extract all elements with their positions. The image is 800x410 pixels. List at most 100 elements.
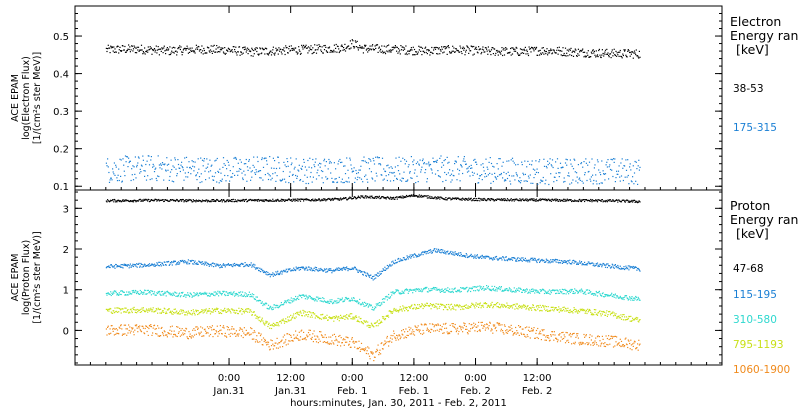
data-point <box>457 289 459 291</box>
data-point <box>289 171 291 173</box>
data-point <box>124 175 126 177</box>
data-point <box>516 173 518 176</box>
data-point <box>315 296 318 298</box>
data-point <box>142 292 144 294</box>
data-point <box>570 199 572 201</box>
data-point <box>258 170 260 172</box>
data-point <box>339 158 341 161</box>
data-point <box>410 257 412 259</box>
data-point <box>288 198 290 200</box>
data-point <box>635 54 637 56</box>
data-point <box>276 272 278 274</box>
data-point <box>571 200 573 202</box>
data-point <box>343 197 345 199</box>
data-point <box>142 159 144 161</box>
data-point <box>191 259 193 261</box>
data-point <box>193 50 196 52</box>
data-point <box>319 317 321 320</box>
data-point <box>527 160 529 162</box>
data-point <box>505 173 507 175</box>
data-point <box>465 198 467 201</box>
data-point <box>195 294 197 296</box>
data-point <box>457 50 459 52</box>
data-point <box>265 157 267 159</box>
data-point <box>579 179 581 181</box>
data-point <box>468 255 470 258</box>
data-point <box>497 259 499 261</box>
data-point <box>629 51 631 54</box>
data-point <box>126 50 128 52</box>
data-point <box>611 200 613 202</box>
data-point <box>378 196 380 198</box>
data-point <box>346 266 348 268</box>
data-point <box>535 171 538 173</box>
data-point <box>584 291 586 293</box>
data-point <box>115 51 117 53</box>
data-point <box>637 56 639 58</box>
data-point <box>175 295 177 297</box>
data-point <box>120 293 122 296</box>
data-point <box>284 300 286 302</box>
data-point <box>529 289 531 291</box>
data-point <box>259 47 261 49</box>
data-point <box>112 168 114 170</box>
data-point <box>304 269 306 271</box>
data-point <box>107 199 109 201</box>
data-point <box>318 175 320 177</box>
data-point <box>234 293 236 295</box>
data-point <box>462 172 464 175</box>
data-point <box>522 172 524 174</box>
data-point <box>534 257 536 259</box>
data-point <box>570 163 572 165</box>
data-point <box>275 180 277 182</box>
data-point <box>463 254 465 257</box>
data-point <box>182 259 184 262</box>
data-point <box>373 308 376 310</box>
data-point <box>529 199 531 201</box>
data-point <box>211 164 213 166</box>
data-point <box>176 173 178 175</box>
data-point <box>150 294 152 296</box>
data-point <box>295 316 297 318</box>
data-point <box>280 198 282 200</box>
data-point <box>595 264 597 266</box>
data-point <box>279 50 281 52</box>
data-point <box>259 300 262 302</box>
data-point <box>157 264 159 267</box>
data-point <box>165 169 167 171</box>
data-point <box>533 50 535 52</box>
data-point <box>559 289 561 291</box>
data-point <box>369 158 371 161</box>
data-point <box>257 318 259 320</box>
data-point <box>311 181 313 183</box>
data-point <box>117 294 119 296</box>
data-point <box>156 262 158 264</box>
data-point <box>621 268 623 270</box>
data-point <box>561 262 563 264</box>
data-point <box>177 295 179 298</box>
data-point <box>449 253 451 255</box>
data-point <box>207 163 209 165</box>
data-point <box>301 198 303 200</box>
data-point <box>531 160 533 162</box>
data-point <box>134 311 136 313</box>
data-point <box>146 160 148 162</box>
data-point <box>289 50 291 52</box>
data-point <box>540 52 542 54</box>
data-point <box>479 48 481 50</box>
data-point <box>131 201 133 203</box>
data-point <box>266 48 268 50</box>
data-point <box>564 54 566 57</box>
data-point <box>404 159 406 161</box>
data-point <box>418 253 420 255</box>
data-point <box>486 48 488 50</box>
data-point <box>260 199 262 201</box>
data-point <box>568 290 570 292</box>
data-point <box>543 289 545 291</box>
data-point <box>639 299 641 301</box>
data-point <box>124 45 126 48</box>
data-point <box>175 168 177 170</box>
data-point <box>251 47 253 49</box>
data-point <box>204 309 206 311</box>
data-point <box>378 195 380 197</box>
